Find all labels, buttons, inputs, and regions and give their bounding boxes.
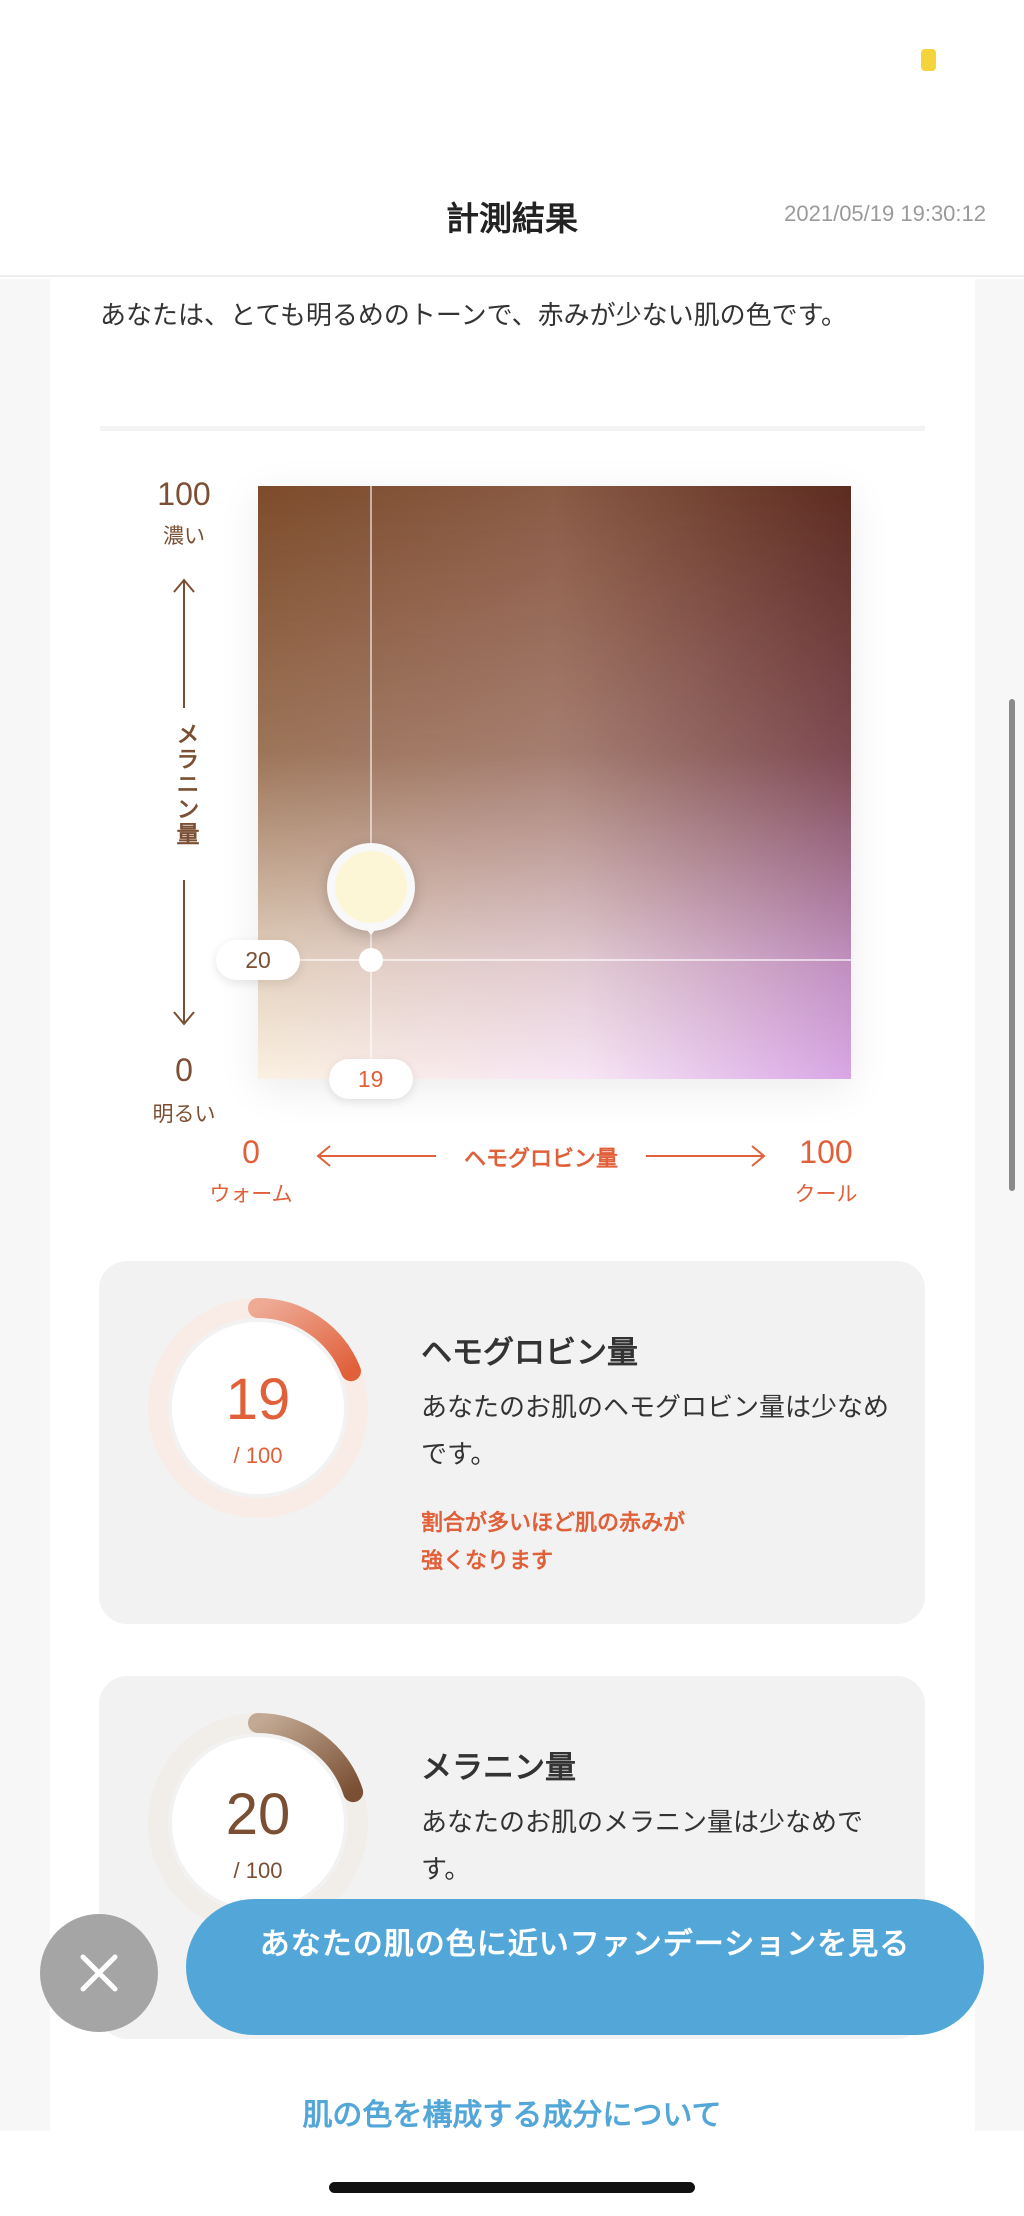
hemoglobin-gauge xyxy=(148,1298,368,1518)
page-title: 計測結果 xyxy=(446,199,578,238)
gauge-arc xyxy=(248,1713,364,1803)
skin-color-map: 20 19 xyxy=(216,486,851,1099)
gauge-arc xyxy=(248,1298,361,1382)
gradient-overlay xyxy=(258,486,851,1079)
y-axis-title: メラニン量 xyxy=(172,722,198,847)
x-min-label: 0 xyxy=(242,1134,260,1170)
status-indicator xyxy=(921,49,936,71)
melanin-description: あなたのお肌のメラニン量は少なめです。 xyxy=(421,1808,864,1885)
y-crosshair xyxy=(258,959,851,962)
gauge-center xyxy=(172,1737,344,1909)
x-crosshair xyxy=(369,486,372,1079)
y-min-caption: 明るい xyxy=(152,1102,216,1126)
x-value-pill: 19 xyxy=(328,1059,413,1099)
y-min-label: 0 xyxy=(175,1052,193,1088)
skin-components-link[interactable]: 肌の色を構成する成分について xyxy=(302,2098,722,2133)
divider xyxy=(100,426,925,431)
melanin-max: / 100 xyxy=(233,1858,283,1883)
melanin-title: メラニン量 xyxy=(421,1750,576,1786)
timestamp: 2021/05/19 19:30:12 xyxy=(784,201,986,226)
y-max-caption: 濃い xyxy=(163,524,205,548)
melanin-value: 20 xyxy=(225,1782,291,1847)
hemoglobin-max: / 100 xyxy=(233,1443,283,1468)
hemoglobin-value: 19 xyxy=(225,1367,291,1432)
skin-color-balloon xyxy=(326,843,415,936)
summary-text: あなたは、とても明るめのトーンで、赤みが少ない肌の色です。 xyxy=(100,301,847,331)
y-value-pill: 20 xyxy=(216,940,300,981)
hemoglobin-description: あなたのお肌のヘモグロビン量は少なめです。 xyxy=(421,1393,890,1470)
x-max-caption: クール xyxy=(794,1182,858,1206)
x-axis-arrow xyxy=(316,1145,766,1167)
home-indicator xyxy=(329,2182,695,2193)
header xyxy=(0,0,1024,277)
x-axis-title: ヘモグロビン量 xyxy=(463,1147,619,1172)
close-icon xyxy=(80,1954,118,1992)
hemoglobin-title: ヘモグロビン量 xyxy=(421,1335,638,1371)
data-point xyxy=(358,948,383,973)
skin-color-swatch xyxy=(334,851,407,924)
close-button[interactable] xyxy=(40,1914,158,2032)
y-max-label: 100 xyxy=(157,476,211,512)
x-max-label: 100 xyxy=(799,1134,853,1170)
hemoglobin-note: 割合が多いほど肌の赤みが 強くなります xyxy=(421,1511,686,1574)
scrollbar[interactable] xyxy=(1009,699,1015,1191)
hemoglobin-card: 19 / 100 ヘモグロビン量 あなたのお肌のヘモグロビン量は少なめです。 割… xyxy=(99,1261,925,1624)
gauge-center xyxy=(172,1322,344,1494)
view-foundation-button[interactable]: あなたの肌の色に近いファンデーションを見る xyxy=(186,1899,984,2035)
y-axis-arrow xyxy=(173,578,195,1026)
x-min-caption: ウォーム xyxy=(209,1182,293,1206)
